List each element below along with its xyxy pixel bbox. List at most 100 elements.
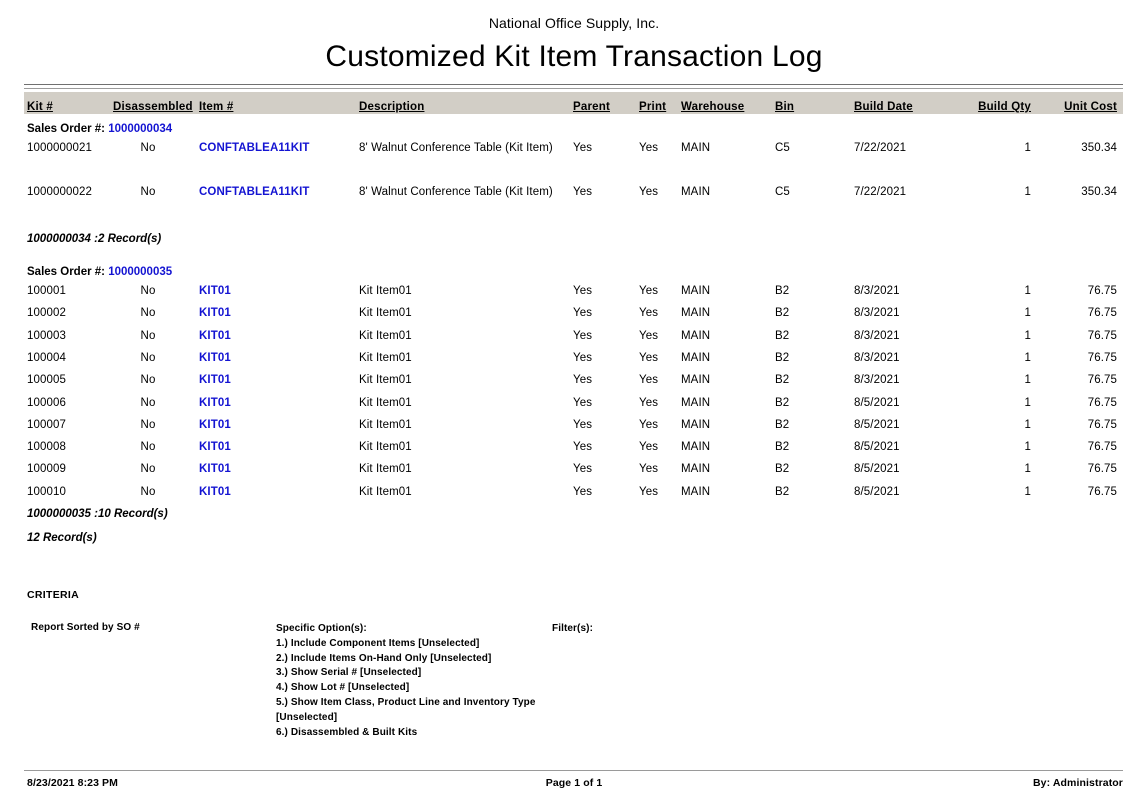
cell-build-date: 8/3/2021 [854,329,900,342]
cell-build-qty: 1 [1024,142,1031,154]
cell-print-flag: Yes [639,142,659,154]
cell-description: Kit Item01 [359,463,412,476]
cell-build-qty: 1 [1024,374,1031,387]
cell-print-flag: Yes [639,329,659,342]
cell-build-qty: 1 [1024,329,1031,342]
cell-description: Kit Item01 [359,307,412,320]
cell-item-number[interactable]: KIT01 [199,307,231,320]
footer-rule [24,770,1123,771]
cell-warehouse: MAIN [681,186,711,198]
cell-kit-number: 100008 [27,441,66,454]
cell-description: Kit Item01 [359,374,412,387]
column-header-unit-cost: Unit Cost [1064,101,1117,113]
group-header-label: Sales Order #: [27,266,109,278]
column-header-band [24,92,1123,114]
cell-parent-flag: Yes [573,374,593,387]
cell-kit-number: 100005 [27,374,66,387]
criteria-sorted-by: Report Sorted by SO # [31,622,140,633]
cell-bin: B2 [775,463,790,476]
cell-item-number[interactable]: KIT01 [199,285,231,297]
cell-build-date: 8/5/2021 [854,396,900,409]
cell-item-number[interactable]: CONFTABLEA11KIT [199,142,310,154]
cell-bin: B2 [775,307,790,320]
cell-warehouse: MAIN [681,396,711,409]
cell-unit-cost: 76.75 [1087,463,1117,476]
cell-build-date: 8/5/2021 [854,463,900,476]
cell-print-flag: Yes [639,485,659,498]
cell-kit-number: 100001 [27,285,66,297]
cell-unit-cost: 76.75 [1087,351,1117,364]
cell-build-date: 8/5/2021 [854,441,900,454]
cell-description: Kit Item01 [359,441,412,454]
cell-build-qty: 1 [1024,186,1031,198]
cell-parent-flag: Yes [573,351,593,364]
criteria-filters-heading: Filter(s): [552,623,593,634]
cell-description: Kit Item01 [359,329,412,342]
cell-kit-number: 1000000022 [27,186,92,198]
cell-description: Kit Item01 [359,485,412,498]
cell-unit-cost: 350.34 [1081,142,1117,154]
criteria-option-6: 6.) Disassembled & Built Kits [276,726,418,738]
cell-bin: C5 [775,186,790,198]
cell-disassembled: No [140,142,156,154]
group-header-order-number[interactable]: 1000000035 [108,266,173,278]
cell-print-flag: Yes [639,396,659,409]
cell-parent-flag: Yes [573,186,593,198]
cell-build-date: 8/3/2021 [854,351,900,364]
cell-kit-number: 100002 [27,307,66,320]
cell-warehouse: MAIN [681,307,711,320]
cell-kit-number: 100006 [27,396,66,409]
cell-kit-number: 100004 [27,351,66,364]
cell-item-number[interactable]: KIT01 [199,374,231,387]
cell-parent-flag: Yes [573,329,593,342]
cell-bin: B2 [775,418,790,431]
criteria-option-5: 5.) Show Item Class, Product Line and In… [276,696,536,723]
group-total: 1000000034 :2 Record(s) [27,233,162,245]
cell-item-number[interactable]: KIT01 [199,329,231,342]
cell-item-number[interactable]: CONFTABLEA11KIT [199,186,310,198]
cell-item-number[interactable]: KIT01 [199,441,231,454]
report-title: Customized Kit Item Transaction Log [325,40,823,73]
cell-parent-flag: Yes [573,396,593,409]
cell-bin: B2 [775,374,790,387]
cell-item-number[interactable]: KIT01 [199,351,231,364]
cell-unit-cost: 76.75 [1087,285,1117,297]
cell-print-flag: Yes [639,307,659,320]
cell-kit-number: 100009 [27,463,66,476]
group-header: Sales Order #: 1000000034 [27,122,172,137]
cell-build-qty: 1 [1024,307,1031,320]
cell-item-number[interactable]: KIT01 [199,418,231,431]
cell-parent-flag: Yes [573,485,593,498]
cell-item-number[interactable]: KIT01 [199,463,231,476]
cell-build-qty: 1 [1024,351,1031,364]
cell-build-qty: 1 [1024,463,1031,476]
cell-kit-number: 100003 [27,329,66,342]
cell-build-qty: 1 [1024,396,1031,409]
cell-print-flag: Yes [639,351,659,364]
cell-description: 8' Walnut Conference Table (Kit Item) [359,186,553,198]
cell-warehouse: MAIN [681,374,711,387]
group-header-order-number[interactable]: 1000000034 [108,123,173,135]
cell-build-qty: 1 [1024,418,1031,431]
cell-parent-flag: Yes [573,441,593,454]
column-header-print: Print [639,101,667,113]
footer-user: By: Administrator [1033,777,1123,789]
criteria-option-1: 1.) Include Component Items [Unselected] [276,637,480,649]
company-name: National Office Supply, Inc. [488,15,660,31]
cell-build-date: 7/22/2021 [854,186,907,198]
cell-disassembled: No [140,374,156,387]
cell-disassembled: No [140,285,156,297]
cell-item-number[interactable]: KIT01 [199,396,231,409]
cell-unit-cost: 76.75 [1087,396,1117,409]
cell-build-date: 8/3/2021 [854,285,900,297]
grand-total: 12 Record(s) [27,532,97,544]
cell-build-date: 8/5/2021 [854,418,900,431]
group-total: 1000000035 :10 Record(s) [27,508,168,520]
cell-disassembled: No [140,351,156,364]
criteria-options-heading: Specific Option(s): [276,623,367,634]
group-header: Sales Order #: 1000000035 [27,265,172,280]
cell-build-qty: 1 [1024,441,1031,454]
cell-warehouse: MAIN [681,463,711,476]
column-header-disassembled: Disassembled [113,101,193,113]
cell-item-number[interactable]: KIT01 [199,485,231,498]
